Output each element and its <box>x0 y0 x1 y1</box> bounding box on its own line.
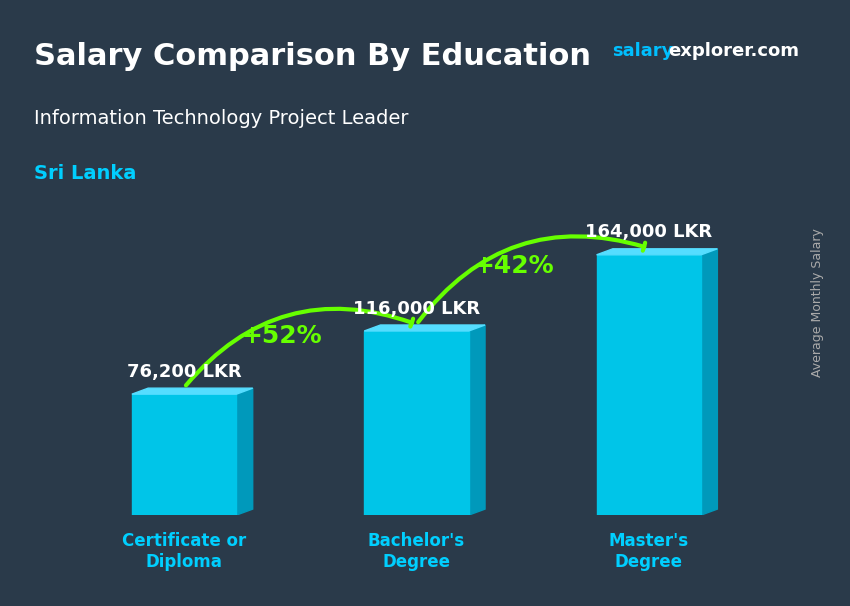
Text: salary: salary <box>612 42 673 61</box>
Text: explorer.com: explorer.com <box>668 42 799 61</box>
Text: Certificate or
Diploma: Certificate or Diploma <box>122 532 246 571</box>
Text: Master's
Degree: Master's Degree <box>609 532 689 571</box>
Text: Bachelor's
Degree: Bachelor's Degree <box>368 532 465 571</box>
Bar <box>597 255 701 515</box>
Text: 116,000 LKR: 116,000 LKR <box>353 299 480 318</box>
Polygon shape <box>132 388 252 394</box>
Text: Average Monthly Salary: Average Monthly Salary <box>812 228 824 378</box>
Polygon shape <box>468 325 485 515</box>
Bar <box>364 331 468 515</box>
Polygon shape <box>701 249 717 515</box>
Polygon shape <box>236 388 252 515</box>
Bar <box>132 394 236 515</box>
Text: Salary Comparison By Education: Salary Comparison By Education <box>34 42 591 72</box>
Text: Sri Lanka: Sri Lanka <box>34 164 136 182</box>
Text: Information Technology Project Leader: Information Technology Project Leader <box>34 109 409 128</box>
Polygon shape <box>597 249 717 255</box>
Text: +52%: +52% <box>241 324 322 348</box>
Text: 76,200 LKR: 76,200 LKR <box>127 363 241 381</box>
Text: +42%: +42% <box>473 255 554 278</box>
Polygon shape <box>364 325 485 331</box>
Text: 164,000 LKR: 164,000 LKR <box>586 224 712 241</box>
